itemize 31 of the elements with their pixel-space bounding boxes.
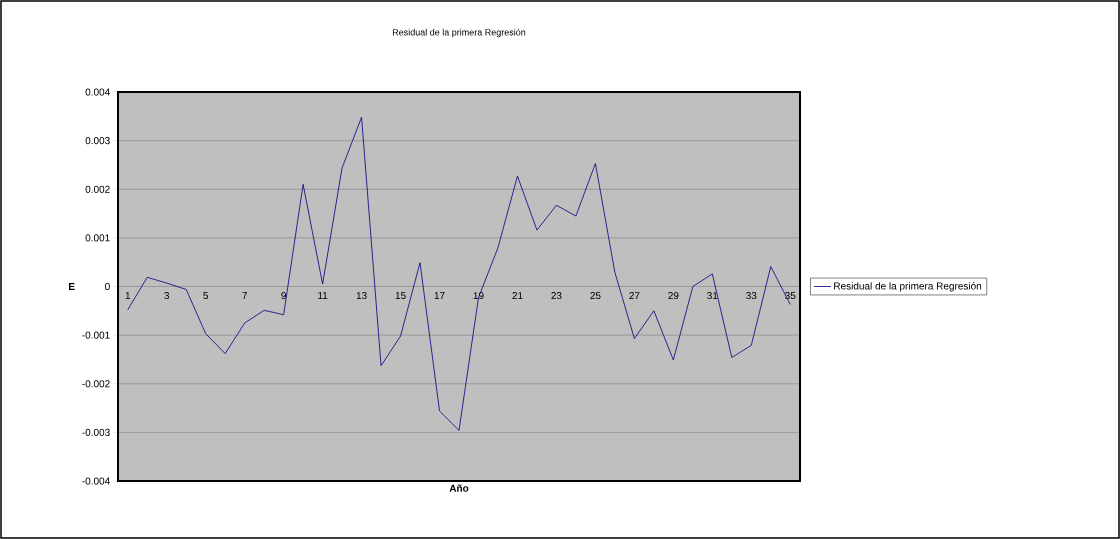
x-tick-label: 17 [434,292,445,299]
x-tick-label: 9 [281,292,286,300]
y-tick-label: 0.002 [85,185,110,193]
x-tick-label: 35 [785,292,796,300]
x-tick-label: 7 [242,292,247,299]
x-tick-label: 3 [164,292,170,300]
y-tick-label: 0 [105,282,110,291]
legend-label: Residual de la primera Regresión [834,282,982,292]
x-tick-label: 19 [473,292,484,300]
y-tick-label: -0.004 [82,477,110,485]
x-tick-label: 1 [125,292,131,299]
x-axis-title: Año [449,484,469,492]
y-tick-label: -0.001 [82,331,110,339]
x-tick-label: 13 [356,292,367,300]
x-tick-label: 33 [746,292,757,300]
x-tick-label: 25 [590,292,601,300]
y-axis-title: E [68,283,75,290]
y-tick-label: -0.003 [82,428,110,436]
y-tick-label: -0.002 [82,380,110,388]
y-tick-label: 0.003 [85,137,110,145]
x-tick-label: 27 [629,292,640,300]
chart-title: Residual de la primera Regresión [392,28,526,38]
x-tick-label: 15 [395,292,406,300]
x-tick-label: 11 [318,292,328,299]
x-tick-label: 23 [551,292,562,300]
y-tick-label: 0.004 [85,88,110,96]
x-tick-label: 21 [512,292,523,300]
x-tick-label: 5 [203,292,209,300]
y-tick-label: 0.001 [85,234,110,242]
x-tick-label: 31 [707,292,718,300]
x-tick-label: 29 [668,292,679,300]
